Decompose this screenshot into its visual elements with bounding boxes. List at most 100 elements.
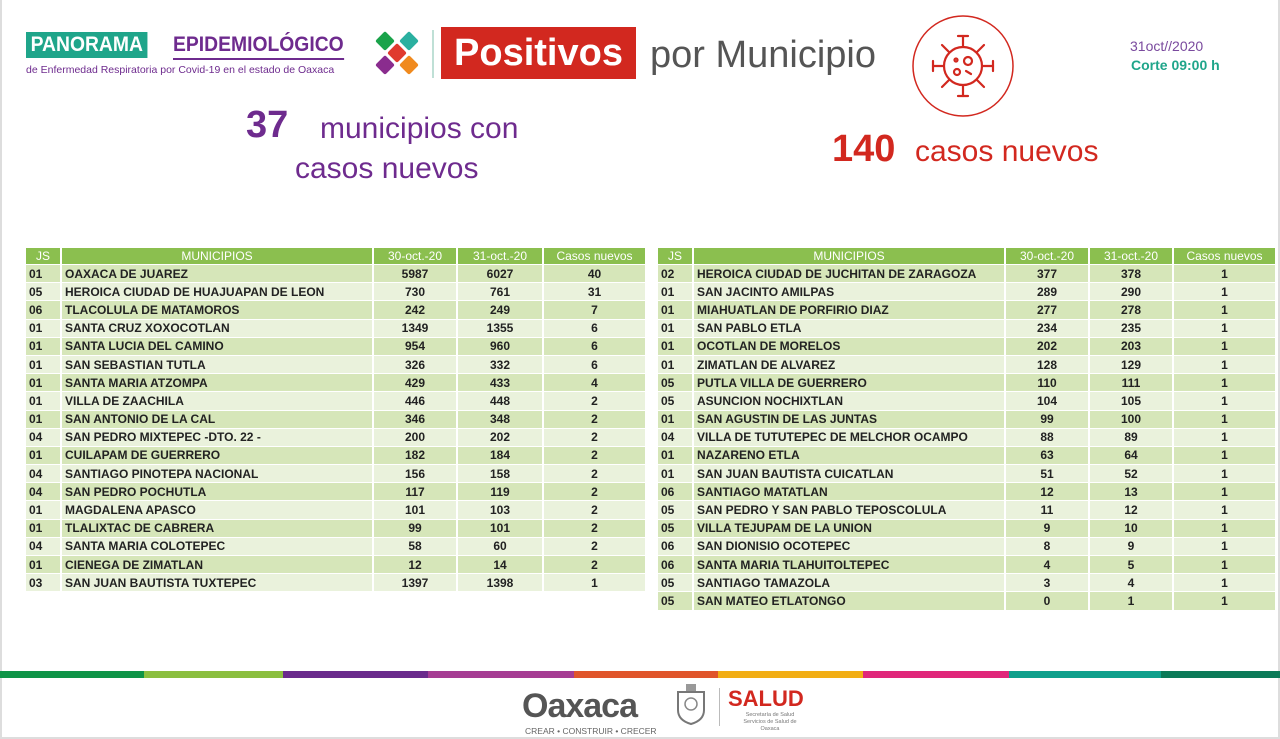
oct30-cell: 5987 [374,265,456,283]
municipio-cell: SAN DIONISIO OCOTEPEC [694,537,1004,555]
oct31-cell: 158 [458,465,542,483]
municipio-cell: TLACOLULA DE MATAMOROS [62,301,372,319]
casos-nuevos-cell: 6 [544,319,645,337]
oct31-cell: 960 [458,337,542,355]
municipio-cell: SAN MATEO ETLATONGO [694,592,1004,610]
oct31-cell: 761 [458,283,542,301]
table-row: 04 SAN PEDRO POCHUTLA 117 119 2 [26,483,645,501]
municipio-cell: HEROICA CIUDAD DE JUCHITAN DE ZARAGOZA [694,265,1004,283]
color-stripe [0,671,1280,678]
oct31-cell: 249 [458,301,542,319]
oct30-cell: 9 [1006,519,1088,537]
oct31-cell: 89 [1090,428,1172,446]
color-stripe-segment [863,671,1009,678]
casos-nuevos-cell: 1 [1174,265,1275,283]
oct30-cell: 202 [1006,337,1088,355]
oct30-cell: 99 [374,519,456,537]
table-row: 01 SANTA LUCIA DEL CAMINO 954 960 6 [26,337,645,355]
casos-nuevos-cell: 2 [544,428,645,446]
table-header: JS MUNICIPIOS 30-oct.-20 31-oct.-20 Caso… [658,248,1275,264]
js-cell: 02 [658,265,692,283]
js-cell: 01 [658,446,692,465]
municipio-cell: SANTA MARIA COLOTEPEC [62,537,372,555]
report-date: 31oct//2020 [1130,38,1204,54]
municipio-cell: CUILAPAM DE GUERRERO [62,446,372,465]
oct31-cell: 64 [1090,446,1172,465]
municipio-cell: SAN ANTONIO DE LA CAL [62,410,372,428]
table-row: 01 ZIMATLAN DE ALVAREZ 128 129 1 [658,355,1275,374]
js-cell: 01 [26,319,60,337]
oct31-cell: 119 [458,483,542,501]
oct30-cell: 954 [374,337,456,355]
oct30-cell: 63 [1006,446,1088,465]
oct30-cell: 234 [1006,319,1088,337]
header-divider [432,30,434,78]
js-cell: 06 [658,483,692,501]
casos-nuevos-cell: 1 [1174,410,1275,428]
oct30-cell: 4 [1006,556,1088,574]
js-cell: 01 [26,446,60,465]
table-row: 01 CIENEGA DE ZIMATLAN 12 14 2 [26,556,645,574]
casos-nuevos-cell: 1 [1174,592,1275,610]
casos-nuevos-cell: 1 [1174,574,1275,592]
oct31-cell: 184 [458,446,542,465]
municipio-cell: SAN PABLO ETLA [694,319,1004,337]
municipio-cell: SAN JUAN BAUTISTA TUXTEPEC [62,574,372,592]
color-stripe-segment [283,671,428,678]
municipio-cell: OAXACA DE JUAREZ [62,265,372,283]
municipio-cell: SANTA CRUZ XOXOCOTLAN [62,319,372,337]
table-row: 01 VILLA DE ZAACHILA 446 448 2 [26,392,645,410]
brand-panorama: PANORAMA [26,32,148,58]
oct30-cell: 277 [1006,301,1088,319]
casos-nuevos-cell: 1 [1174,428,1275,446]
oct31-cell: 101 [458,519,542,537]
table-row: 01 OCOTLAN DE MORELOS 202 203 1 [658,337,1275,355]
oct30-cell: 3 [1006,574,1088,592]
oct30-cell: 446 [374,392,456,410]
municipio-cell: MAGDALENA APASCO [62,501,372,519]
table-row: 06 SANTIAGO MATATLAN 12 13 1 [658,483,1275,501]
municipio-cell: TLALIXTAC DE CABRERA [62,519,372,537]
casos-nuevos-cell: 2 [544,392,645,410]
table-row: 01 SANTA CRUZ XOXOCOTLAN 1349 1355 6 [26,319,645,337]
municipio-cell: SANTA MARIA TLAHUITOLTEPEC [694,556,1004,574]
casos-nuevos-cell: 2 [544,465,645,483]
municipio-cell: SAN PEDRO Y SAN PABLO TEPOSCOLULA [694,501,1004,519]
casos-nuevos-cell: 1 [1174,556,1275,574]
table-row: 06 SANTA MARIA TLAHUITOLTEPEC 4 5 1 [658,556,1275,574]
casos-nuevos-cell: 2 [544,446,645,465]
table-row: 01 SAN AGUSTIN DE LAS JUNTAS 99 100 1 [658,410,1275,428]
table-row: 01 MAGDALENA APASCO 101 103 2 [26,501,645,519]
municipio-cell: VILLA DE ZAACHILA [62,392,372,410]
js-cell: 01 [658,337,692,355]
col-31-oct: 31-oct.-20 [1090,248,1172,264]
col-municipios: MUNICIPIOS [62,248,372,264]
brand-subtitle: de Enfermedad Respiratoria por Covid-19 … [26,64,335,76]
oct31-cell: 290 [1090,283,1172,301]
municipio-cell: SAN JUAN BAUTISTA CUICATLAN [694,465,1004,483]
municipio-cell: ZIMATLAN DE ALVAREZ [694,355,1004,374]
municipio-cell: SAN AGUSTIN DE LAS JUNTAS [694,410,1004,428]
color-stripe-segment [1009,671,1161,678]
oct31-cell: 5 [1090,556,1172,574]
col-js: JS [658,248,692,264]
oct31-cell: 52 [1090,465,1172,483]
js-cell: 04 [26,483,60,501]
cases-label: casos nuevos [915,135,1099,168]
js-cell: 01 [26,556,60,574]
oct31-cell: 1355 [458,319,542,337]
virus-icon [912,15,1014,117]
municipio-cell: MIAHUATLAN DE PORFIRIO DIAZ [694,301,1004,319]
color-stripe-segment [428,671,574,678]
oct31-cell: 13 [1090,483,1172,501]
col-casos-nuevos: Casos nuevos [544,248,645,264]
oct31-cell: 448 [458,392,542,410]
municipios-label-1: municipios con [320,112,519,145]
oct31-cell: 60 [458,537,542,555]
table-row: 06 SAN DIONISIO OCOTEPEC 8 9 1 [658,537,1275,555]
color-stripe-segment [144,671,283,678]
casos-nuevos-cell: 1 [1174,283,1275,301]
table-row: 05 SAN PEDRO Y SAN PABLO TEPOSCOLULA 11 12 1 [658,501,1275,519]
table-row: 05 ASUNCION NOCHIXTLAN 104 105 1 [658,392,1275,410]
